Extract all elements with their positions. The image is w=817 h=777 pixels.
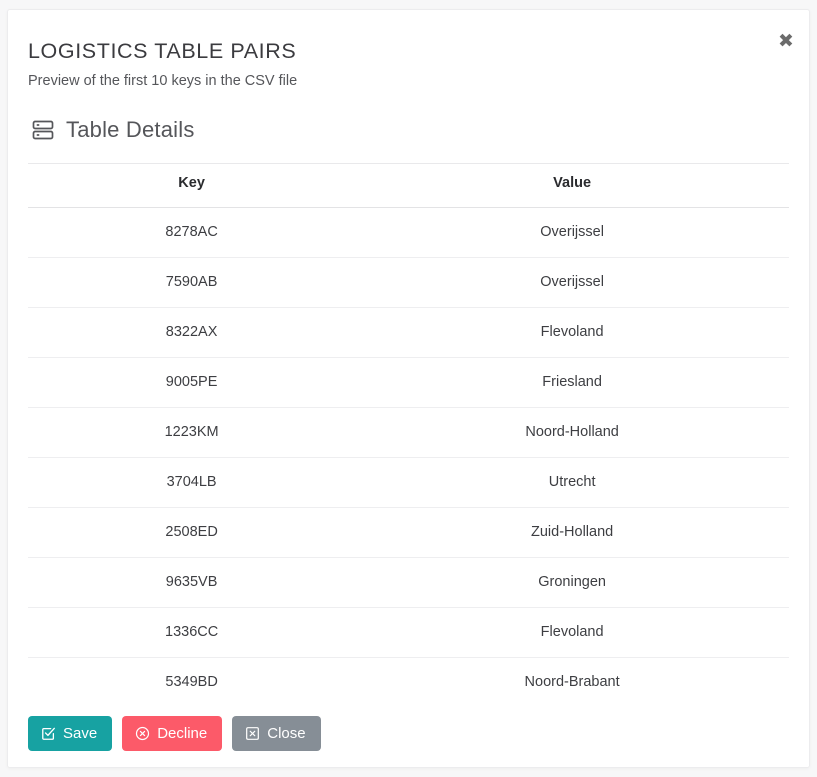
- column-header-key: Key: [28, 163, 356, 209]
- modal-subtitle: Preview of the first 10 keys in the CSV …: [28, 72, 298, 89]
- table-row: 3704LB Utrecht: [28, 457, 789, 509]
- table-row: 1336CC Flevoland: [28, 607, 789, 659]
- check-square-icon: [41, 726, 56, 741]
- table-header-row: Key Value: [28, 163, 789, 209]
- cell-value: Noord-Holland: [355, 407, 789, 459]
- table-row: 5349BD Noord-Brabant: [28, 658, 789, 708]
- table-header: Key Value: [28, 163, 789, 209]
- close-button-label: Close: [267, 724, 306, 742]
- page-title: LOGISTICS TABLE PAIRS: [28, 39, 297, 63]
- table-row: 9005PE Friesland: [28, 357, 789, 409]
- cell-key: 8278AC: [28, 207, 356, 259]
- cell-key: 2508ED: [28, 507, 356, 559]
- cell-key: 1336CC: [28, 607, 356, 659]
- cell-value: Overijssel: [355, 207, 789, 259]
- column-header-value: Value: [355, 163, 789, 209]
- cell-key: 7590AB: [28, 257, 356, 309]
- cell-key: 9635VB: [28, 557, 356, 609]
- decline-button-label: Decline: [157, 724, 208, 742]
- table-body: 8278AC Overijssel 7590AB Overijssel 8322AX Fl…: [28, 207, 789, 708]
- modal-footer: Save Decline Close: [8, 703, 809, 767]
- preview-modal: ✖ LOGISTICS TABLE PAIRS Preview of the f…: [7, 9, 810, 768]
- cell-key: 5349BD: [165, 674, 218, 691]
- save-button[interactable]: Save: [28, 715, 113, 751]
- table-row: 2508ED Zuid-Holland: [28, 507, 789, 559]
- table-row: 8322AX Flevoland: [28, 307, 789, 359]
- cell-value: Friesland: [355, 357, 789, 409]
- save-button-label: Save: [63, 724, 98, 742]
- times-circle-icon: [135, 726, 150, 741]
- table-row: 8278AC Overijssel: [28, 207, 789, 259]
- cell-value: Utrecht: [355, 457, 789, 509]
- table-row: 9635VB Groningen: [28, 557, 789, 609]
- table-row: 7590AB Overijssel: [28, 257, 789, 309]
- section-heading: Table Details: [28, 117, 789, 143]
- server-stack-icon: [31, 118, 55, 142]
- cell-key: 9005PE: [28, 357, 356, 409]
- table-details: Key Value 8278AC Overijssel 7590AB Overijss…: [28, 163, 789, 707]
- cell-key: 3704LB: [28, 457, 356, 509]
- cell-value: Zuid-Holland: [355, 507, 789, 559]
- cell-value: Flevoland: [355, 307, 789, 359]
- section-heading-label: Table Details: [66, 117, 195, 143]
- modal-body: LOGISTICS TABLE PAIRS Preview of the fir…: [8, 10, 809, 707]
- cell-value: Flevoland: [355, 607, 789, 659]
- decline-button[interactable]: Decline: [122, 715, 223, 751]
- cell-key: 8322AX: [28, 307, 356, 359]
- table-row: 1223KM Noord-Holland: [28, 407, 789, 459]
- close-button[interactable]: Close: [232, 715, 321, 751]
- cell-key: 1223KM: [28, 407, 356, 459]
- cell-value: Overijssel: [355, 257, 789, 309]
- window-close-icon: [245, 726, 260, 741]
- close-x-icon[interactable]: ✖: [772, 27, 800, 55]
- cell-value: Noord-Brabant: [524, 674, 620, 691]
- cell-value: Groningen: [355, 557, 789, 609]
